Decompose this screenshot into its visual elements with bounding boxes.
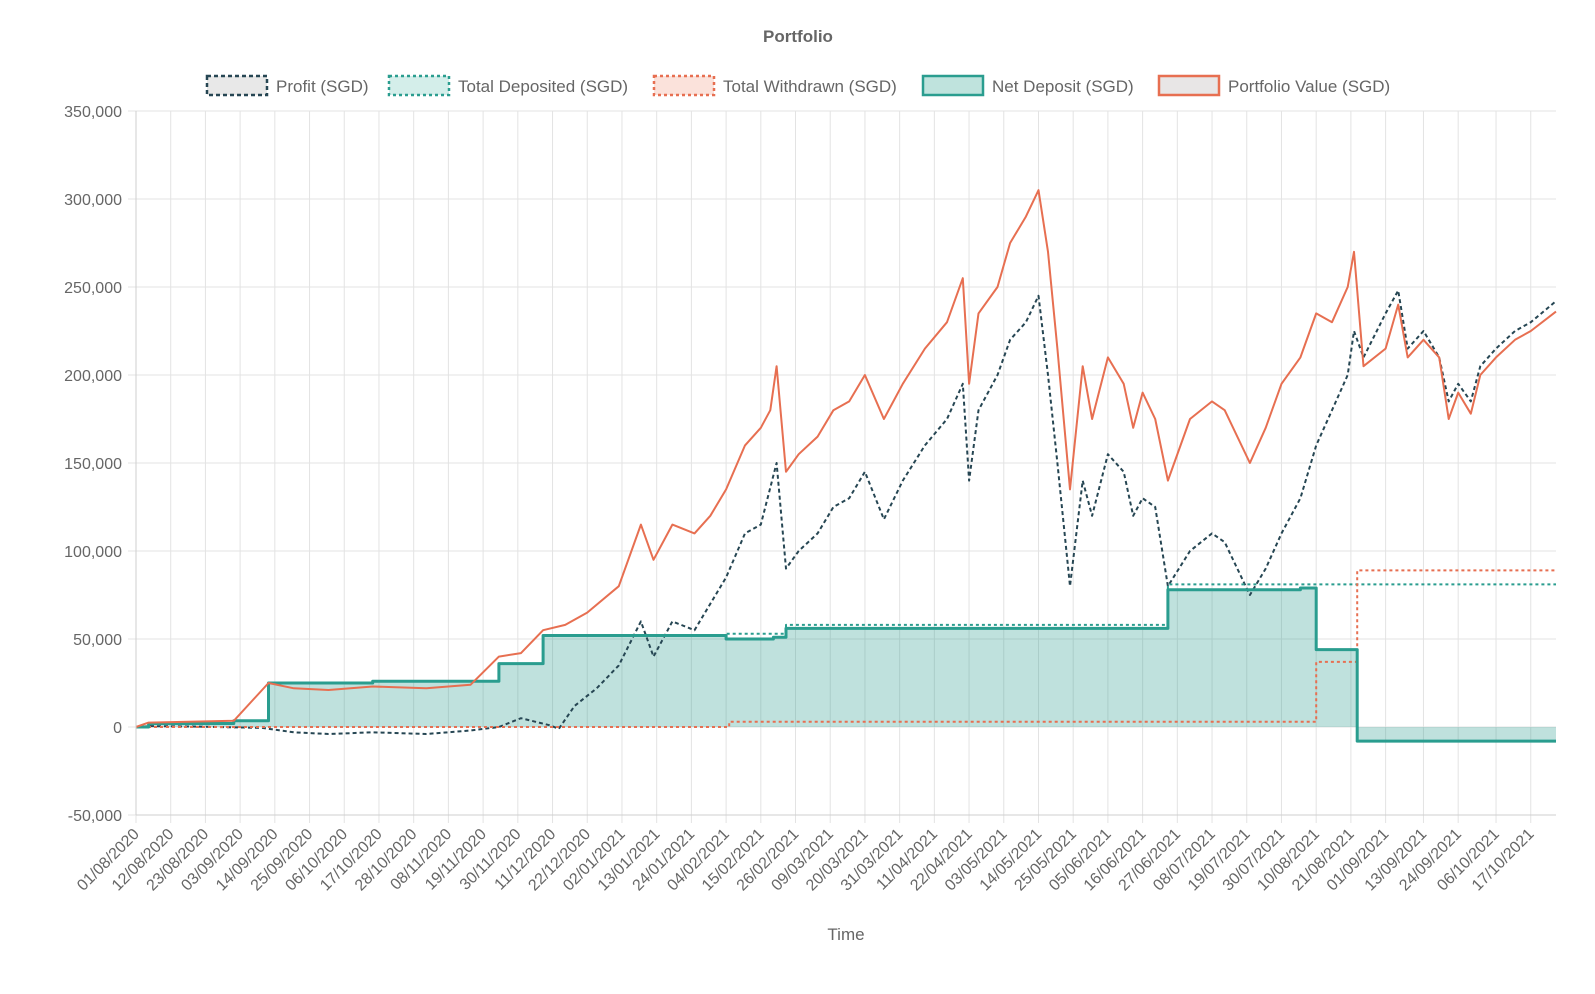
series-line-0 [135, 289, 1557, 735]
series-layer [135, 189, 1557, 743]
y-tick-label: 50,000 [73, 632, 122, 649]
legend-swatch[interactable] [921, 74, 985, 97]
y-tick-label: 250,000 [64, 280, 122, 297]
y-tick-label: 300,000 [64, 192, 122, 209]
legend-swatch[interactable] [652, 74, 716, 97]
legend-swatch[interactable] [387, 74, 451, 97]
x-axis-title: Time [827, 925, 864, 944]
series-line-4 [135, 189, 1557, 728]
legend-label[interactable]: Total Withdrawn (SGD) [723, 77, 897, 96]
area-layer [136, 588, 1556, 742]
y-tick-label: 0 [113, 720, 122, 737]
axis-layer: -50,000 0 50,000 100,000 150,000 200,000 250,0… [64, 104, 1556, 894]
grid-layer [128, 110, 1556, 823]
y-tick-label: 350,000 [64, 104, 122, 121]
legend-label[interactable]: Total Deposited (SGD) [458, 77, 628, 96]
legend-label[interactable]: Portfolio Value (SGD) [1228, 77, 1390, 96]
y-tick-label: -50,000 [68, 808, 122, 825]
y-tick-label: 150,000 [64, 456, 122, 473]
legend-label[interactable]: Net Deposit (SGD) [992, 77, 1134, 96]
net-deposit-area [136, 588, 1556, 742]
legend-swatch[interactable] [205, 74, 269, 97]
series-line-2 [136, 569, 1556, 728]
series-line-3 [136, 586, 1556, 743]
legend: Profit (SGD) Total Deposited (SGD) Total W… [205, 74, 1390, 97]
chart-title: Portfolio [763, 27, 833, 46]
legend-label[interactable]: Profit (SGD) [276, 77, 369, 96]
y-tick-label: 200,000 [64, 368, 122, 385]
legend-swatch[interactable] [1157, 74, 1221, 97]
y-tick-label: 100,000 [64, 544, 122, 561]
